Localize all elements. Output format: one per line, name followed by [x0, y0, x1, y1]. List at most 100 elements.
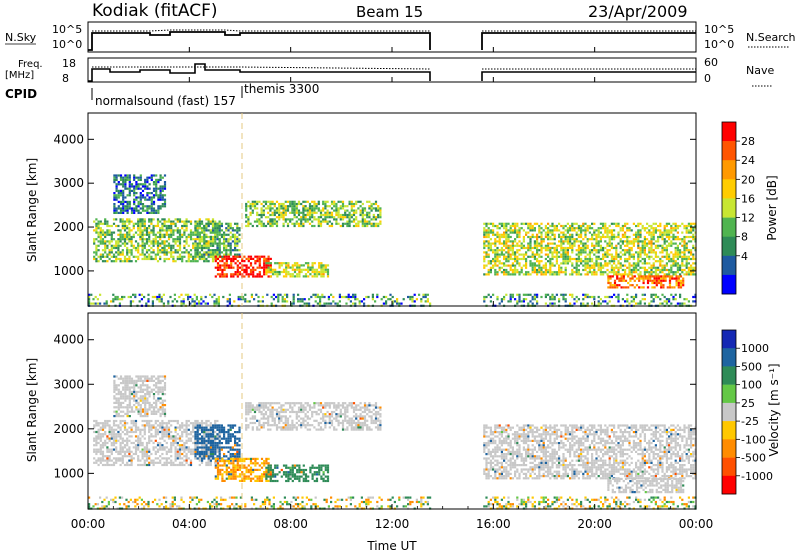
- freq-trace: [88, 63, 696, 82]
- y-tick-label-power-2: 3000: [53, 176, 84, 190]
- colorbar-frame-power: [721, 121, 737, 295]
- velocity-panel-frame: [87, 312, 697, 510]
- y-tick-label-vel-1: 2000: [53, 422, 84, 436]
- y-tick-label-power-3: 4000: [53, 132, 84, 146]
- colorbar-tick-label-vel-5: -100: [741, 433, 766, 446]
- x-tick-label-3: 12:00: [375, 517, 410, 531]
- colorbar-swatch-power-2: [722, 160, 736, 180]
- colorbar-tick-label-power-1: 24: [741, 154, 755, 167]
- colorbar-tick-label-power-6: 4: [741, 250, 748, 263]
- freq-label-2: [MHz]: [5, 70, 34, 81]
- echo-region-power-3: [214, 255, 272, 278]
- freq-label-1: Freq.: [18, 59, 43, 70]
- echo-region-vel-3: [214, 457, 272, 482]
- time-axis: 00:00 04:00 08:00 12:00 16:00 20:00 00:00: [71, 47, 713, 531]
- colorbar-swatch-power-1: [722, 141, 736, 161]
- colorbar-swatch-power-8: [722, 274, 736, 295]
- y-tick-label-power-0: 1000: [53, 264, 84, 278]
- x-tick-label-0: 00:00: [71, 517, 106, 531]
- nave-tick-bottom: 0: [704, 72, 711, 85]
- colorbar-tick-label-vel-6: -500: [741, 452, 766, 465]
- echo-region-vel-1: [113, 375, 167, 418]
- y-tick-label-vel-2: 3000: [53, 377, 84, 391]
- nsky-strip: N.Sky 10^5 10^0 10^5 10^0 N.Search: [5, 21, 796, 53]
- echo-region-vel-2: [194, 424, 241, 462]
- velocity-panel: 1000 2000 3000 4000 Slant Range [km] 1000 50…: [25, 312, 781, 510]
- colorbar-tick-label-vel-1: 500: [741, 360, 762, 373]
- colorbar-tick-label-vel-3: 25: [741, 397, 755, 410]
- colorbar-swatch-power-3: [722, 179, 736, 199]
- nave-tick-top: 60: [704, 56, 718, 69]
- freq-tick-top: 18: [62, 57, 76, 70]
- nsky-trace: [88, 31, 696, 51]
- colorbar-tick-label-vel-0: 1000: [741, 342, 769, 355]
- x-tick-label-1: 04:00: [172, 517, 207, 531]
- colorbar-tick-label-power-5: 8: [741, 231, 748, 244]
- cpid-mode-1: normalsound (fast) 157: [95, 94, 236, 108]
- x-axis-label: Time UT: [366, 539, 417, 553]
- y-tick-label-power-1: 2000: [53, 220, 84, 234]
- velocity-echo-layer: [88, 375, 697, 510]
- echo-region-vel-4: [265, 464, 330, 483]
- colorbar-swatch-vel-6: [722, 439, 736, 458]
- velocity-colorbar: 1000 500 100 25 -25 -100 -500 -1000: [721, 329, 773, 495]
- echo-region-power-0: [93, 218, 221, 263]
- colorbar-swatch-power-5: [722, 217, 736, 237]
- colorbar-tick-label-power-2: 20: [741, 173, 755, 186]
- nsearch-tick-top: 10^5: [704, 23, 734, 36]
- y-tick-label-vel-3: 4000: [53, 333, 84, 347]
- power-panel: 1000 2000 3000 4000 Slant Range [km] 28 24 20…: [25, 112, 779, 307]
- velocity-colorbar-label: Velocity [m s⁻¹]: [767, 363, 781, 456]
- colorbar-swatch-vel-7: [722, 457, 736, 477]
- x-tick-label-2: 08:00: [273, 517, 308, 531]
- echo-region-vel-7: [607, 477, 685, 494]
- y-tick-label-vel-0: 1000: [53, 466, 84, 480]
- colorbar-swatch-vel-0: [722, 330, 736, 349]
- freq-tick-bottom: 8: [62, 72, 69, 85]
- echo-region-power-5: [245, 200, 382, 228]
- colorbar-tick-label-vel-4: -25: [741, 415, 759, 428]
- power-ylabel: Slant Range [km]: [25, 158, 39, 262]
- echo-region-power-2: [194, 222, 241, 258]
- freq-strip: Freq. [MHz] 18 8 60 0 Nave: [5, 56, 774, 87]
- colorbar-swatch-vel-5: [722, 421, 736, 440]
- echo-region-power-6: [483, 222, 697, 276]
- nave-label: Nave: [746, 64, 774, 77]
- echo-region-power-1: [113, 174, 167, 214]
- echo-region-vel-5: [245, 402, 382, 431]
- power-echo-layer: [88, 174, 697, 307]
- colorbar-swatch-power-7: [722, 255, 736, 276]
- x-tick-label-5: 20:00: [577, 517, 612, 531]
- colorbar-swatch-vel-8: [722, 475, 736, 495]
- station-title: Kodiak (fitACF): [92, 1, 218, 21]
- colorbar-swatch-vel-3: [722, 384, 736, 404]
- echo-region-power-7: [607, 275, 685, 289]
- colorbar-swatch-vel-2: [722, 366, 736, 385]
- nsearch-tick-bottom: 10^0: [704, 38, 734, 51]
- colorbar-tick-label-power-0: 28: [741, 135, 755, 148]
- beam-title: Beam 15: [356, 3, 423, 21]
- echo-region-vel-6: [483, 424, 697, 480]
- colorbar-tick-label-vel-7: -1000: [741, 470, 773, 483]
- nave-trace: [92, 66, 696, 70]
- velocity-yticks: 1000 2000 3000 4000: [53, 333, 696, 480]
- echo-region-power-4: [265, 262, 330, 278]
- cpid-label: CPID: [5, 87, 37, 101]
- power-panel-frame: [87, 112, 697, 307]
- power-colorbar-label: Power [dB]: [765, 175, 779, 240]
- colorbar-tick-label-power-3: 16: [741, 192, 755, 205]
- colorbar-tick-label-vel-2: 100: [741, 379, 762, 392]
- date-title: 23/Apr/2009: [588, 2, 688, 21]
- power-colorbar: 28 24 20 16 12 8 4: [721, 121, 755, 295]
- nsky-tick-bottom: 10^0: [52, 38, 82, 51]
- colorbar-swatch-power-4: [722, 198, 736, 218]
- colorbar-swatch-vel-4: [722, 402, 736, 422]
- nsearch-label: N.Search: [746, 31, 796, 44]
- nsky-tick-top: 10^5: [52, 23, 82, 36]
- velocity-ylabel: Slant Range [km]: [25, 358, 39, 462]
- nsearch-trace: [92, 29, 696, 32]
- colorbar-frame-vel: [721, 329, 737, 495]
- colorbar-swatch-power-6: [722, 236, 736, 257]
- cpid-mode-2: themis 3300: [244, 82, 319, 96]
